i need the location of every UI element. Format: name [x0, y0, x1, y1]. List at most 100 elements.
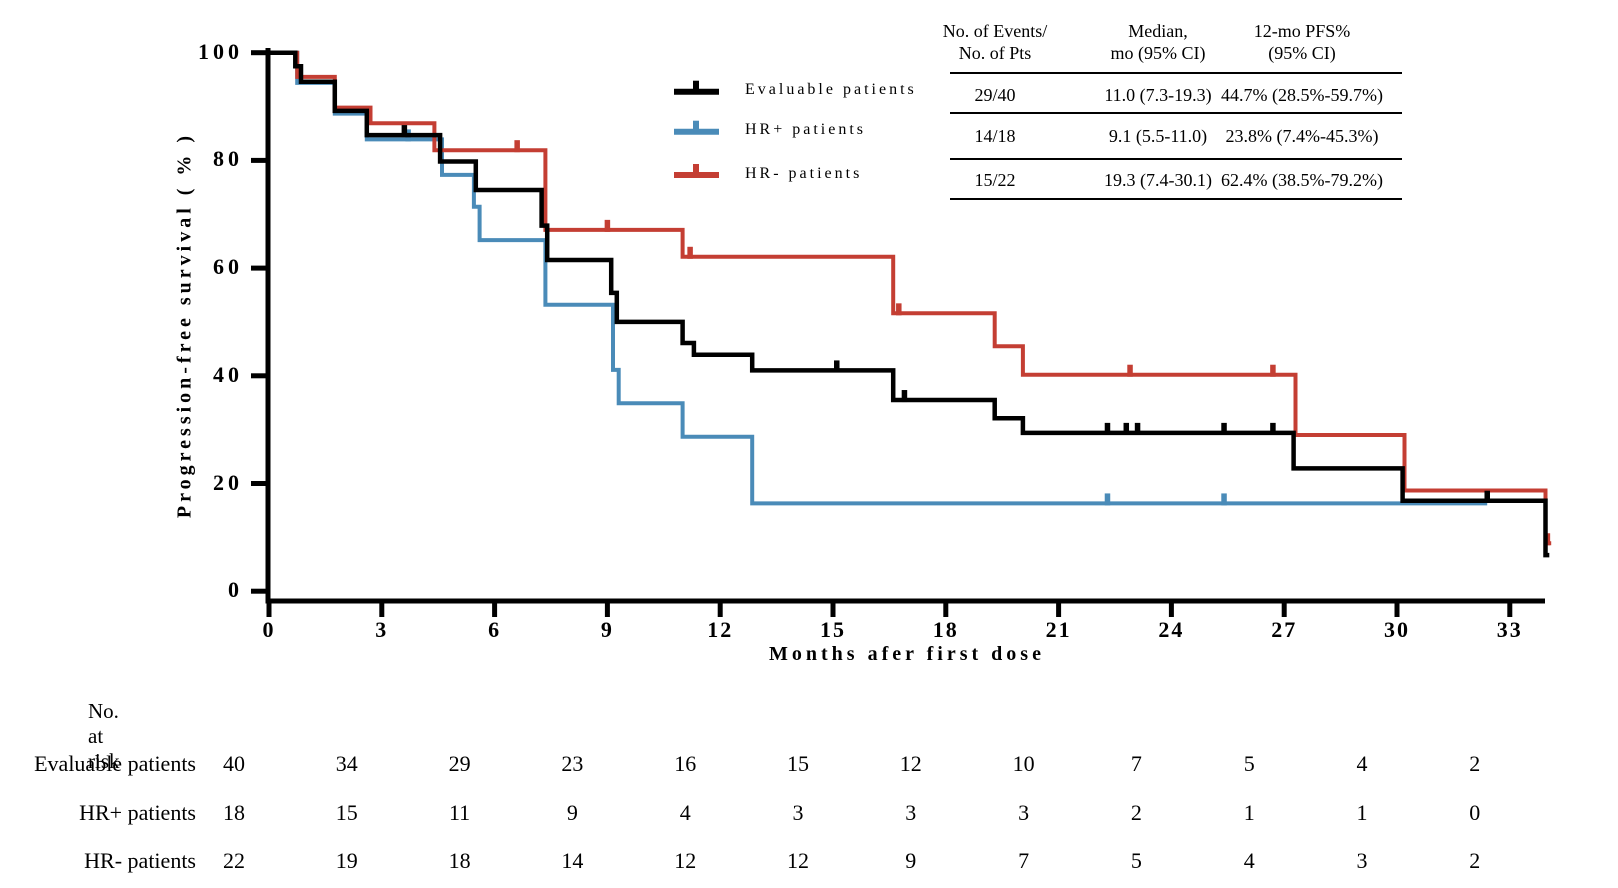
x-tick-label: 33 — [1496, 617, 1523, 642]
risk-count: 4 — [1356, 751, 1368, 776]
x-tick-label: 0 — [262, 617, 276, 642]
censor-tick — [1127, 364, 1133, 377]
risk-count: 10 — [1012, 751, 1035, 776]
x-tick-label: 9 — [600, 617, 614, 642]
risk-count: 4 — [1243, 848, 1255, 873]
x-tick-label: 3 — [375, 617, 389, 642]
risk-count: 12 — [787, 848, 809, 873]
stats-header-events: No. of Events/No. of Pts — [942, 21, 1048, 63]
censor-tick — [401, 125, 408, 138]
x-tick-label: 21 — [1045, 617, 1072, 642]
legend-label-hr-plus: HR+ patients — [745, 121, 867, 138]
censor-tick — [901, 390, 908, 403]
stats-rule-3 — [950, 158, 1402, 160]
risk-table-title: No. at risk — [88, 699, 120, 773]
x-tick-label: 18 — [932, 617, 959, 642]
risk-count: 12 — [899, 751, 922, 776]
censor-tick — [1221, 422, 1227, 435]
risk-count: 3 — [905, 800, 917, 825]
legend-censor-tick — [693, 120, 699, 132]
y-tick-label: 100 — [198, 38, 243, 64]
y-tick-label: 60 — [213, 254, 243, 280]
risk-count: 2 — [1469, 751, 1481, 776]
risk-count: 23 — [561, 751, 584, 776]
stats-header-median: Median, mo (95% CI) — [1110, 21, 1206, 63]
censor-tick — [687, 246, 693, 259]
legend-label-hr-minus: HR- patients — [745, 165, 863, 182]
risk-count: 5 — [1130, 848, 1142, 873]
y-tick-label: 20 — [213, 469, 243, 495]
censor-tick — [1221, 493, 1227, 506]
x-tick-label: 24 — [1158, 617, 1185, 642]
stats-rule-2 — [950, 112, 1402, 114]
risk-count: 9 — [566, 800, 578, 825]
km-curve-evaluable-patients — [269, 50, 1550, 558]
risk-count: 14 — [561, 848, 584, 873]
risk-count: 15 — [787, 751, 809, 776]
censor-tick — [604, 219, 611, 232]
stats-row3-pfs: 62.4% (38.5%-79.2%) — [1221, 170, 1383, 190]
censor-tick — [1104, 493, 1111, 506]
stats-row2-median: 9.1 (5.5-11.0) — [1108, 126, 1208, 146]
x-tick-label: 12 — [707, 617, 734, 642]
censor-tick — [896, 303, 902, 316]
risk-count: 22 — [223, 848, 245, 873]
risk-count: 18 — [223, 800, 245, 825]
x-axis-title: Months afer first dose — [769, 643, 1045, 665]
risk-count: 4 — [679, 800, 691, 825]
risk-count: 7 — [1018, 848, 1030, 873]
risk-count: 12 — [674, 848, 697, 873]
censor-tick — [834, 360, 840, 373]
risk-row-label-evaluable: Evaluable patients — [34, 751, 196, 776]
y-tick-label: 80 — [213, 146, 243, 172]
risk-count: 3 — [1018, 800, 1030, 825]
risk-count: 2 — [1130, 800, 1142, 825]
x-tick-label: 6 — [488, 617, 502, 642]
risk-count: 40 — [223, 751, 245, 776]
censor-tick — [1270, 364, 1276, 377]
risk-count: 16 — [674, 751, 697, 776]
risk-count: 1 — [1243, 800, 1255, 825]
risk-count: 1 — [1356, 800, 1368, 825]
censor-tick — [514, 140, 520, 153]
legend-censor-tick — [693, 80, 699, 92]
censor-tick — [1134, 422, 1141, 435]
risk-count: 29 — [448, 751, 471, 776]
km-curve-hr--patients — [269, 50, 1552, 546]
risk-count: 19 — [335, 848, 358, 873]
risk-count: 15 — [335, 800, 358, 825]
censor-tick — [1104, 422, 1111, 435]
risk-count: 5 — [1243, 751, 1255, 776]
stats-header-pfs: 12-mo PFS% (95% CI) — [1253, 21, 1351, 63]
legend-censor-tick — [693, 164, 699, 175]
risk-count: 34 — [335, 751, 358, 776]
x-tick-label: 30 — [1384, 617, 1410, 642]
stats-row1-median: 11.0 (7.3-19.3) — [1104, 85, 1212, 105]
risk-row-label-hr-plus: HR+ patients — [79, 800, 196, 825]
stats-row3-median: 19.3 (7.4-30.1) — [1104, 170, 1212, 190]
censor-tick — [1270, 422, 1276, 435]
stats-row2-events: 14/18 — [974, 126, 1016, 146]
risk-count: 9 — [905, 848, 917, 873]
stats-rule-4 — [950, 198, 1402, 200]
risk-count: 2 — [1469, 848, 1481, 873]
legend-label-evaluable: Evaluable patients — [745, 81, 917, 98]
censor-tick — [1123, 422, 1130, 435]
risk-count: 0 — [1469, 800, 1481, 825]
risk-row-label-hr-minus: HR- patients — [84, 848, 196, 873]
risk-count: 11 — [449, 800, 471, 825]
censor-tick — [1484, 490, 1490, 503]
stats-rule-1 — [950, 72, 1402, 74]
y-tick-label: 40 — [213, 361, 243, 387]
stats-row2-pfs: 23.8% (7.4%-45.3%) — [1225, 126, 1379, 146]
risk-count: 7 — [1130, 751, 1142, 776]
y-tick-label: 0 — [228, 577, 243, 603]
x-tick-label: 27 — [1271, 617, 1298, 642]
risk-count: 3 — [792, 800, 804, 825]
risk-count: 3 — [1356, 848, 1368, 873]
stats-row3-events: 15/22 — [974, 170, 1016, 190]
y-axis-title: Progression-free survival ( % ) — [173, 131, 196, 519]
risk-count: 18 — [448, 848, 471, 873]
